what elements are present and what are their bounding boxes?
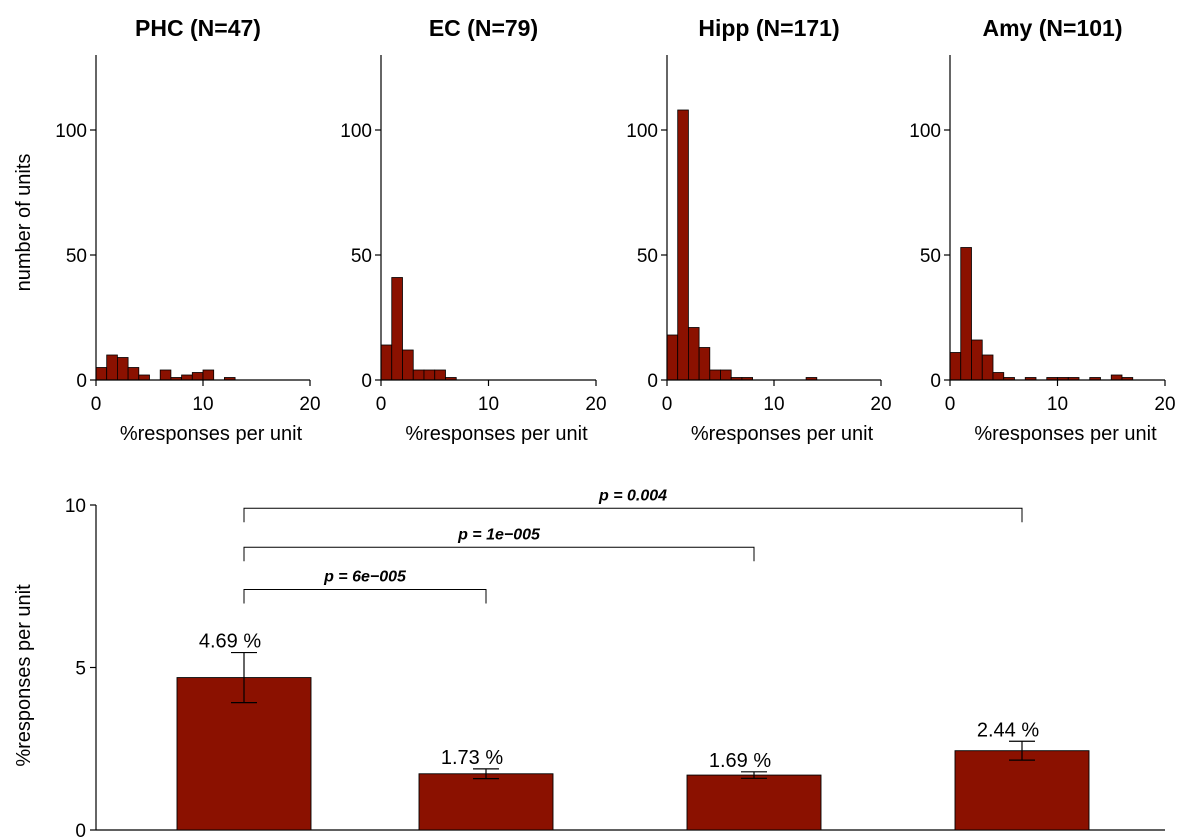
histogram-bar [412, 369, 425, 381]
bar [954, 750, 1090, 831]
data-label: 4.69 % [199, 631, 261, 653]
x-tick-label: 0 [91, 394, 102, 415]
y-tick-label: 100 [340, 121, 372, 142]
y-tick-label: 100 [909, 121, 941, 142]
y-tick-label: 100 [626, 121, 658, 142]
p-value-label: p = 0.004 [598, 487, 667, 504]
x-axis-label: %responses per unit [691, 423, 874, 445]
significance-bracket [243, 589, 487, 604]
histogram-bar [402, 349, 414, 381]
histogram-bar [434, 369, 446, 381]
y-tick-label: 50 [66, 246, 87, 267]
histogram-bar [138, 374, 150, 381]
x-tick-label: 10 [763, 394, 784, 415]
p-value-label: p = 1e−005 [457, 526, 541, 543]
histogram-bar [720, 369, 732, 381]
histogram-bar [688, 327, 700, 381]
significance-bracket [243, 507, 1023, 523]
x-tick-label: 10 [192, 394, 213, 415]
histogram-title: Hipp (N=171) [698, 15, 839, 41]
x-tick-label: 10 [478, 394, 499, 415]
histogram-bar [127, 367, 140, 381]
histogram-bar [709, 369, 721, 381]
bar [418, 773, 554, 831]
histogram-bar [981, 354, 994, 381]
histogram-bar [666, 334, 679, 381]
histogram-bar [117, 357, 129, 381]
y-tick-label: 50 [637, 246, 658, 267]
bar [686, 774, 822, 831]
y-tick-label: 0 [76, 371, 87, 392]
y-tick-label: 50 [351, 246, 372, 267]
y-axis-label: %responses per unit [13, 584, 35, 767]
histogram-bar [949, 352, 962, 381]
y-tick-label: 0 [647, 371, 658, 392]
histogram-title: EC (N=79) [429, 15, 538, 41]
y-tick-label: 0 [361, 371, 372, 392]
histogram-bar [1110, 374, 1123, 381]
histogram-bar [677, 109, 689, 381]
y-tick-label: 10 [65, 496, 86, 517]
y-tick-label: 50 [920, 246, 941, 267]
histogram-title: PHC (N=47) [135, 15, 261, 41]
p-value-label: p = 6e−005 [323, 569, 407, 586]
x-tick-label: 20 [299, 394, 320, 415]
histogram-bar [960, 247, 972, 381]
histogram-bar [106, 354, 118, 381]
histogram-bar [202, 369, 215, 381]
x-tick-label: 0 [376, 394, 387, 415]
histogram-title: Amy (N=101) [983, 15, 1123, 41]
histogram-bar [971, 339, 983, 381]
x-tick-label: 20 [1154, 394, 1175, 415]
y-tick-label: 5 [75, 659, 86, 680]
x-tick-label: 10 [1047, 394, 1068, 415]
x-axis-label: %responses per unit [120, 423, 303, 445]
x-tick-label: 20 [585, 394, 606, 415]
y-axis-label: number of units [13, 154, 35, 292]
histogram-bar [380, 344, 393, 381]
x-tick-label: 0 [662, 394, 673, 415]
data-label: 1.69 % [709, 750, 771, 772]
histogram-bar [698, 347, 711, 381]
histogram-bar [992, 372, 1005, 381]
significance-bracket [243, 546, 755, 562]
y-tick-label: 0 [75, 821, 86, 837]
data-label: 1.73 % [441, 747, 503, 769]
x-axis-label: %responses per unit [405, 423, 588, 445]
histogram-bar [423, 369, 436, 381]
y-tick-label: 0 [930, 371, 941, 392]
histogram-bar [181, 374, 193, 381]
x-axis-label: %responses per unit [974, 423, 1157, 445]
data-label: 2.44 % [977, 719, 1039, 741]
x-tick-label: 0 [945, 394, 956, 415]
x-tick-label: 20 [870, 394, 891, 415]
histogram-bar [159, 369, 172, 381]
y-tick-label: 100 [55, 121, 87, 142]
histogram-bar [95, 367, 108, 381]
histogram-bar [391, 277, 403, 381]
histogram-bar [191, 372, 204, 381]
